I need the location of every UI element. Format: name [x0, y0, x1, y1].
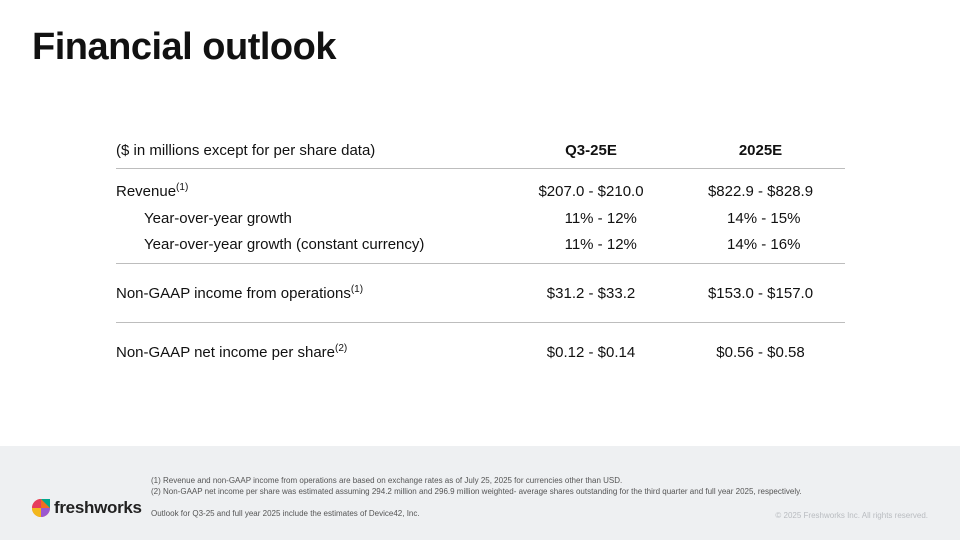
cell-q3: $31.2 - $33.2: [546, 284, 636, 302]
table-row: Non-GAAP income from operations(1) $31.2…: [116, 264, 845, 323]
page-title: Financial outlook: [32, 26, 336, 68]
footnote-ref: (1): [350, 283, 364, 295]
row-label-yoy: Year-over-year growth: [144, 209, 292, 227]
footnotes: (1) Revenue and non-GAAP income from ope…: [151, 476, 802, 520]
cell-fy: 14% - 15%: [727, 209, 801, 227]
footnote-outlook: Outlook for Q3-25 and full year 2025 inc…: [151, 509, 420, 518]
cell-q3: $207.0 - $210.0: [538, 182, 644, 200]
freshworks-logo-icon: [32, 499, 50, 517]
table-header-row: ($ in millions except for per share data…: [116, 132, 845, 169]
row-label-yoy-cc: Year-over-year growth (constant currency…: [144, 235, 425, 253]
cell-q3: $0.12 - $0.14: [546, 343, 636, 361]
freshworks-logo: freshworks: [31, 498, 142, 518]
table-row: Revenue(1) $207.0 - $210.0 $822.9 - $828…: [116, 177, 845, 205]
footnote-ref: (1): [176, 181, 189, 193]
cell-fy: $822.9 - $828.9: [707, 182, 814, 200]
cell-fy: $153.0 - $157.0: [707, 284, 814, 302]
cell-fy: $0.56 - $0.58: [716, 343, 805, 361]
cell-fy: 14% - 16%: [727, 235, 801, 253]
header-col-fy: 2025E: [738, 141, 783, 159]
footer: (1) Revenue and non-GAAP income from ope…: [0, 446, 960, 540]
logo-text: freshworks: [54, 498, 142, 517]
footnote-2: (2) Non-GAAP net income per share was es…: [151, 486, 802, 496]
header-label: ($ in millions except for per share data…: [116, 141, 376, 159]
table-row: Year-over-year growth 11% - 12% 14% - 15…: [116, 205, 845, 231]
table-row: Year-over-year growth (constant currency…: [116, 231, 845, 264]
header-col-q3: Q3-25E: [565, 141, 617, 159]
row-label-income-ops: Non-GAAP income from operations(1): [116, 283, 364, 302]
cell-q3: 11% - 12%: [564, 235, 637, 253]
footnote-ref: (2): [335, 342, 348, 354]
row-label-revenue: Revenue(1): [116, 181, 189, 200]
table-row: Non-GAAP net income per share(2) $0.12 -…: [116, 323, 845, 381]
cell-q3: 11% - 12%: [564, 209, 637, 227]
copyright: © 2025 Freshworks Inc. All rights reserv…: [775, 511, 928, 520]
footnote-1: (1) Revenue and non-GAAP income from ope…: [151, 476, 623, 485]
row-label-eps: Non-GAAP net income per share(2): [116, 342, 348, 361]
outlook-table: ($ in millions except for per share data…: [116, 132, 845, 381]
